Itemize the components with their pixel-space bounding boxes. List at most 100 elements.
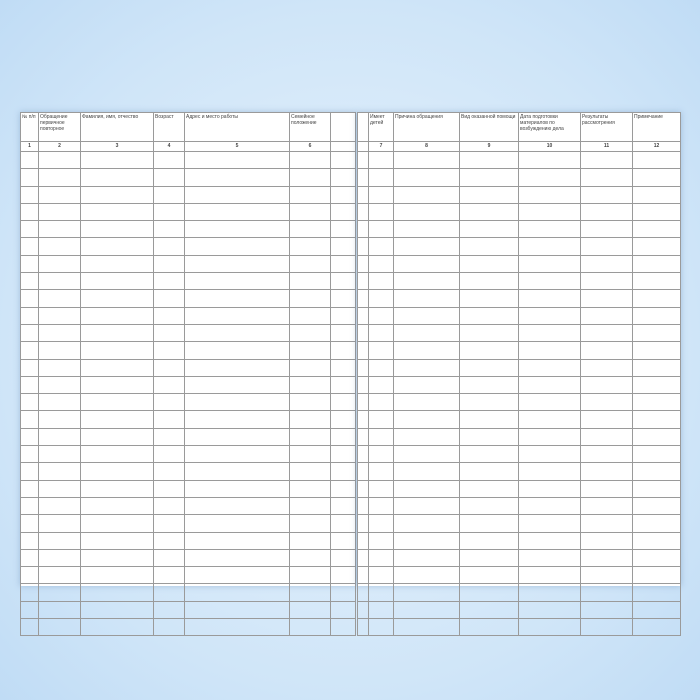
table-cell bbox=[368, 254, 394, 274]
table-cell bbox=[459, 600, 519, 620]
table-cell bbox=[20, 358, 39, 377]
margin-cell bbox=[357, 141, 369, 152]
table-row bbox=[357, 393, 681, 412]
column-header: Обращение первичное повторное bbox=[38, 112, 81, 142]
table-row bbox=[357, 375, 681, 395]
table-cell bbox=[289, 272, 331, 291]
table-cell bbox=[632, 220, 681, 239]
table-cell bbox=[80, 410, 154, 429]
table-row bbox=[357, 618, 681, 637]
table-cell bbox=[580, 202, 633, 222]
table-cell bbox=[393, 220, 460, 239]
table-cell bbox=[393, 202, 460, 222]
table-cell bbox=[38, 150, 81, 170]
table-cell bbox=[289, 531, 331, 550]
table-cell bbox=[580, 410, 633, 429]
column-header: № п/п bbox=[20, 112, 39, 142]
table-cell bbox=[153, 185, 185, 204]
table-row bbox=[20, 445, 356, 464]
column-number: 3 bbox=[80, 141, 154, 152]
table-cell bbox=[368, 289, 394, 308]
table-cell bbox=[153, 531, 185, 550]
table-cell bbox=[330, 341, 356, 360]
table-cell bbox=[518, 600, 581, 620]
table-row bbox=[20, 393, 356, 412]
table-cell bbox=[38, 514, 81, 533]
table-cell bbox=[153, 237, 185, 256]
table-row bbox=[20, 496, 356, 516]
table-cell bbox=[20, 323, 39, 343]
table-cell bbox=[368, 600, 394, 620]
table-row bbox=[20, 358, 356, 377]
column-header: Фамилия, имя, отчество bbox=[80, 112, 154, 142]
table-row bbox=[20, 531, 356, 550]
table-row bbox=[357, 583, 681, 602]
table-cell bbox=[330, 531, 356, 550]
table-cell bbox=[80, 323, 154, 343]
table-cell bbox=[20, 341, 39, 360]
table-cell bbox=[80, 306, 154, 325]
table-cell bbox=[393, 168, 460, 187]
table-cell bbox=[357, 410, 369, 429]
table-cell bbox=[184, 202, 290, 222]
table-cell bbox=[518, 375, 581, 395]
table-cell bbox=[459, 479, 519, 498]
table-cell bbox=[153, 341, 185, 360]
table-row bbox=[20, 202, 356, 222]
table-cell bbox=[153, 358, 185, 377]
table-cell bbox=[80, 618, 154, 637]
right-page: Имеет детей Причина обращения Вид оказанно… bbox=[357, 112, 681, 637]
margin-cell bbox=[357, 112, 369, 142]
table-cell bbox=[357, 548, 369, 568]
table-row bbox=[20, 341, 356, 360]
left-page: № п/п Обращение первичное повторное Фамили… bbox=[20, 112, 356, 637]
table-row bbox=[20, 150, 356, 170]
table-cell bbox=[153, 220, 185, 239]
table-cell bbox=[38, 358, 81, 377]
table-cell bbox=[80, 254, 154, 274]
column-header: Семейное положение bbox=[289, 112, 331, 142]
table-cell bbox=[393, 479, 460, 498]
table-cell bbox=[330, 514, 356, 533]
table-cell bbox=[632, 548, 681, 568]
table-cell bbox=[153, 618, 185, 637]
table-cell bbox=[153, 479, 185, 498]
table-cell bbox=[38, 445, 81, 464]
table-cell bbox=[368, 306, 394, 325]
table-cell bbox=[330, 375, 356, 395]
table-cell bbox=[289, 618, 331, 637]
column-header: Имеет детей bbox=[368, 112, 394, 142]
table-cell bbox=[357, 306, 369, 325]
table-row bbox=[20, 254, 356, 274]
table-cell bbox=[184, 583, 290, 602]
table-cell bbox=[459, 531, 519, 550]
table-cell bbox=[184, 618, 290, 637]
number-row: 7 8 9 10 11 12 bbox=[357, 141, 681, 152]
table-cell bbox=[184, 531, 290, 550]
table-cell bbox=[393, 548, 460, 568]
table-cell bbox=[20, 202, 39, 222]
table-cell bbox=[330, 496, 356, 516]
table-cell bbox=[632, 272, 681, 291]
register-table-left: № п/п Обращение первичное повторное Фамили… bbox=[20, 112, 356, 637]
table-cell bbox=[184, 393, 290, 412]
column-number: 6 bbox=[289, 141, 331, 152]
table-cell bbox=[393, 445, 460, 464]
table-cell bbox=[153, 323, 185, 343]
table-cell bbox=[459, 462, 519, 481]
table-cell bbox=[330, 566, 356, 585]
table-cell bbox=[393, 272, 460, 291]
table-cell bbox=[518, 341, 581, 360]
table-cell bbox=[153, 496, 185, 516]
table-row bbox=[357, 462, 681, 481]
table-cell bbox=[289, 445, 331, 464]
table-cell bbox=[632, 427, 681, 447]
table-cell bbox=[368, 150, 394, 170]
table-cell bbox=[38, 341, 81, 360]
table-row bbox=[20, 410, 356, 429]
table-cell bbox=[330, 445, 356, 464]
table-cell bbox=[518, 445, 581, 464]
table-cell bbox=[459, 306, 519, 325]
table-cell bbox=[518, 427, 581, 447]
table-cell bbox=[184, 150, 290, 170]
